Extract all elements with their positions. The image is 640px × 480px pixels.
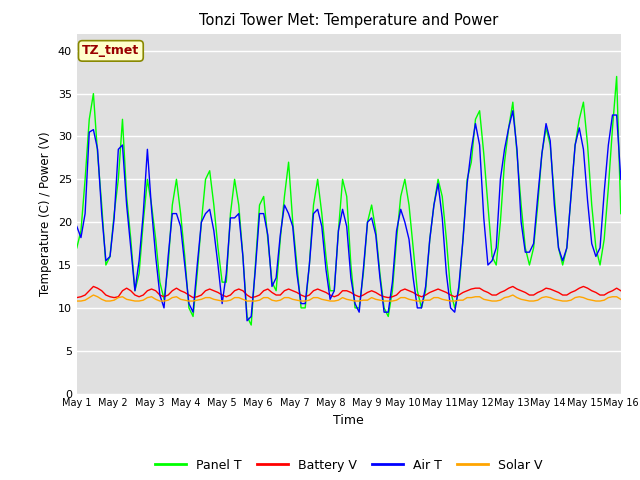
Legend: Panel T, Battery V, Air T, Solar V: Panel T, Battery V, Air T, Solar V — [150, 454, 548, 477]
X-axis label: Time: Time — [333, 414, 364, 427]
Text: TZ_tmet: TZ_tmet — [82, 44, 140, 58]
Y-axis label: Temperature (C) / Power (V): Temperature (C) / Power (V) — [39, 132, 52, 296]
Title: Tonzi Tower Met: Temperature and Power: Tonzi Tower Met: Temperature and Power — [199, 13, 499, 28]
